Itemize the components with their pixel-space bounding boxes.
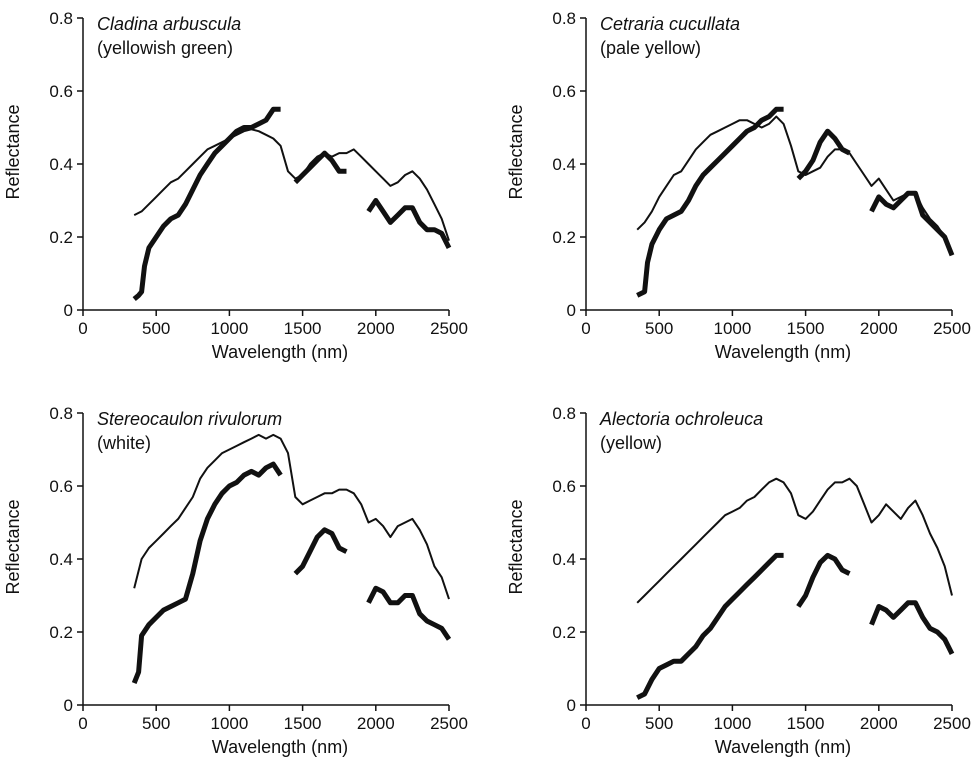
- y-tick-label: 0.6: [552, 477, 576, 496]
- x-tick-label: 2500: [430, 319, 468, 338]
- x-tick-label: 1500: [284, 319, 322, 338]
- y-tick-label: 0: [64, 696, 73, 715]
- y-axis-title: Reflectance: [3, 499, 23, 594]
- series-thin-line-segment-1: [636, 115, 953, 256]
- series-thick-line-segment-1: [132, 106, 281, 302]
- x-tick-label: 2500: [933, 319, 971, 338]
- y-axis-title: Reflectance: [506, 499, 526, 594]
- x-tick-label: 0: [78, 319, 87, 338]
- color-note: (yellow): [600, 433, 662, 453]
- series-thick-line-segment-1: [131, 461, 283, 685]
- species-name: Alectoria ochroleuca: [599, 409, 763, 429]
- x-tick-label: 2000: [860, 714, 898, 733]
- x-tick-label: 500: [142, 319, 170, 338]
- y-tick-label: 0.8: [552, 404, 576, 423]
- y-tick-label: 0.2: [552, 228, 576, 247]
- y-tick-label: 0.6: [49, 477, 73, 496]
- x-tick-label: 2500: [933, 714, 971, 733]
- series-thick-line-segment-2: [293, 527, 348, 576]
- series-thick-line-segment-2: [796, 552, 851, 608]
- y-tick-label: 0.2: [49, 228, 73, 247]
- color-note: (yellowish green): [97, 38, 233, 58]
- x-tick-label: 1500: [787, 319, 825, 338]
- y-axis-title: Reflectance: [506, 104, 526, 199]
- series-thick-line-segment-3: [366, 585, 452, 641]
- y-axis-title: Reflectance: [3, 104, 23, 199]
- x-tick-label: 0: [78, 714, 87, 733]
- y-tick-label: 0: [64, 301, 73, 320]
- series-thin-line-segment-1: [636, 477, 953, 604]
- series-thin-line-segment-1: [133, 433, 450, 600]
- x-tick-label: 500: [645, 714, 673, 733]
- series-thick-line-segment-3: [366, 198, 452, 250]
- series-thick-line-segment-3: [869, 600, 955, 656]
- y-tick-label: 0.6: [49, 82, 73, 101]
- species-name: Cetraria cucullata: [600, 14, 740, 34]
- x-tick-label: 500: [142, 714, 170, 733]
- y-tick-label: 0.8: [49, 404, 73, 423]
- x-tick-label: 1500: [284, 714, 322, 733]
- x-axis-title: Wavelength (nm): [715, 737, 851, 757]
- chart-panel-2: 0 500 1000 1500 2000 2500 0 0.2 0.4 0.6 0.8 Wavelen…: [506, 9, 971, 362]
- y-tick-label: 0.2: [552, 623, 576, 642]
- x-tick-label: 1000: [210, 714, 248, 733]
- x-axis-title: Wavelength (nm): [715, 342, 851, 362]
- y-tick-label: 0.4: [552, 550, 576, 569]
- x-tick-label: 1000: [713, 319, 751, 338]
- x-tick-label: 0: [581, 714, 590, 733]
- x-tick-label: 1000: [713, 714, 751, 733]
- x-tick-label: 2000: [357, 714, 395, 733]
- x-axis-title: Wavelength (nm): [212, 737, 348, 757]
- chart-panel-1: 0 500 1000 1500 2000 2500 0 0.2 0.4 0.6 0.8 Wavelen…: [3, 9, 468, 362]
- y-tick-label: 0.6: [552, 82, 576, 101]
- chart-panel-4: 0 500 1000 1500 2000 2500 0 0.2 0.4 0.6 0.8 Wavelen…: [506, 404, 971, 757]
- y-tick-label: 0.8: [552, 9, 576, 28]
- series-thin-line-segment-1: [133, 128, 450, 242]
- species-name: Stereocaulon rivulorum: [97, 409, 282, 429]
- x-tick-label: 2000: [357, 319, 395, 338]
- y-tick-label: 0.4: [552, 155, 576, 174]
- color-note: (white): [97, 433, 151, 453]
- series-thick-line-segment-2: [293, 150, 347, 185]
- y-tick-label: 0.4: [49, 155, 73, 174]
- x-tick-label: 500: [645, 319, 673, 338]
- y-tick-label: 0.8: [49, 9, 73, 28]
- x-tick-label: 2500: [430, 714, 468, 733]
- y-tick-label: 0.4: [49, 550, 73, 569]
- series-thick-line-segment-1: [636, 106, 784, 298]
- series-thick-line-segment-1: [636, 552, 784, 700]
- y-tick-label: 0: [567, 301, 576, 320]
- x-tick-label: 1500: [787, 714, 825, 733]
- x-tick-label: 1000: [210, 319, 248, 338]
- x-tick-label: 0: [581, 319, 590, 338]
- series-thick-line-segment-2: [796, 128, 851, 181]
- x-axis-title: Wavelength (nm): [212, 342, 348, 362]
- series-thick-line-segment-3: [869, 190, 955, 257]
- y-tick-label: 0: [567, 696, 576, 715]
- color-note: (pale yellow): [600, 38, 701, 58]
- chart-panel-3: 0 500 1000 1500 2000 2500 0 0.2 0.4 0.6 0.8 Wavelen…: [3, 404, 468, 757]
- y-tick-label: 0.2: [49, 623, 73, 642]
- species-name: Cladina arbuscula: [97, 14, 241, 34]
- x-tick-label: 2000: [860, 319, 898, 338]
